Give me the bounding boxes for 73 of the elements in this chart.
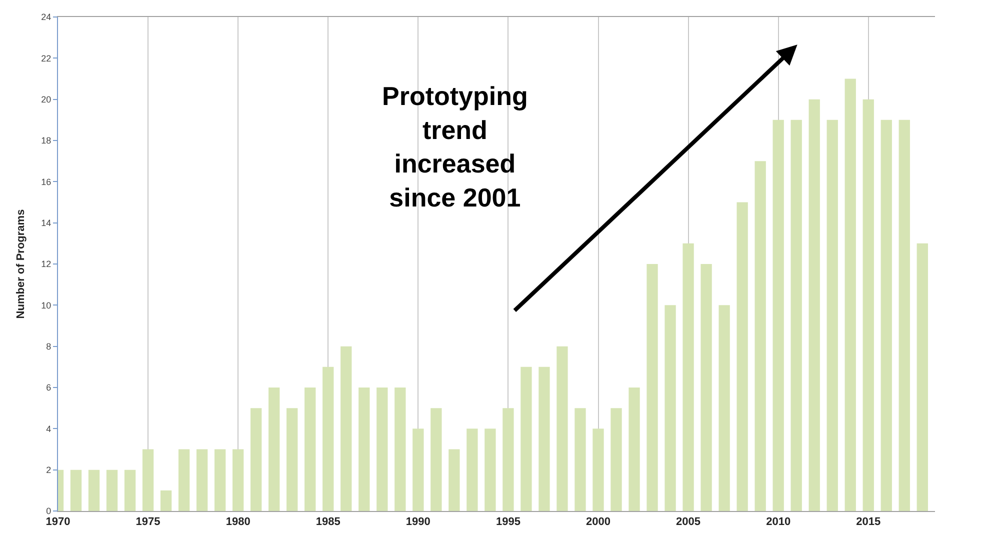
bar — [592, 428, 604, 511]
bar — [88, 470, 100, 511]
y-tick-label: 12 — [41, 259, 52, 270]
bar — [556, 346, 568, 511]
bar — [700, 264, 712, 511]
bar — [322, 366, 334, 511]
bar — [466, 428, 478, 511]
bar — [70, 470, 82, 511]
x-tick-label: 1975 — [136, 516, 160, 528]
y-tick-label: 6 — [46, 382, 52, 393]
bar — [448, 449, 460, 511]
bar — [502, 408, 514, 511]
bar — [358, 388, 370, 511]
bar — [124, 470, 136, 511]
y-tick-label: 14 — [41, 218, 52, 228]
y-tick-label: 18 — [41, 136, 52, 146]
y-tick-label: 0 — [46, 506, 52, 516]
x-tick-label: 2015 — [856, 516, 881, 528]
bar — [286, 408, 298, 511]
bar — [646, 264, 658, 511]
y-tick-label: 8 — [46, 341, 52, 352]
bar — [682, 243, 694, 511]
y-axis-title: Number of Programs — [14, 209, 27, 319]
bar — [268, 388, 280, 511]
y-tick-label: 10 — [41, 300, 52, 310]
bar — [376, 388, 388, 511]
bar — [916, 243, 928, 511]
bar — [538, 366, 550, 511]
bar — [214, 449, 226, 511]
bar — [790, 120, 802, 511]
bar — [862, 99, 874, 511]
x-tick-label: 1970 — [46, 516, 70, 528]
x-tick-label: 2000 — [586, 516, 610, 528]
bar — [340, 346, 352, 511]
bar — [574, 408, 586, 511]
bar — [412, 428, 424, 511]
y-tick-label: 22 — [41, 53, 52, 64]
bar — [610, 408, 622, 511]
bar — [664, 305, 676, 511]
bar — [430, 408, 442, 511]
bar — [898, 120, 910, 511]
bar — [844, 78, 856, 511]
x-tick-label: 1990 — [406, 516, 430, 528]
x-tick-label: 1995 — [496, 516, 520, 528]
y-tick-label: 24 — [41, 12, 52, 22]
y-tick-label: 16 — [41, 176, 52, 187]
x-tick-label: 2005 — [676, 516, 701, 528]
bar — [628, 388, 640, 511]
bar — [736, 202, 748, 511]
bar — [754, 161, 766, 511]
bar — [106, 470, 118, 511]
bar — [520, 366, 532, 511]
bar — [142, 449, 154, 511]
annotation: Prototyping trend increased since 2001 — [382, 81, 528, 212]
bar — [826, 120, 838, 511]
bar — [196, 449, 208, 511]
bar — [772, 120, 784, 511]
bar — [394, 388, 406, 511]
bar — [880, 120, 892, 511]
x-tick-label: 1980 — [226, 516, 250, 528]
bar — [232, 449, 244, 511]
x-tick-label: 2010 — [766, 516, 791, 528]
bar — [160, 490, 172, 511]
x-tick-label: 1985 — [316, 516, 340, 528]
bar — [304, 388, 316, 511]
bar — [178, 449, 190, 511]
y-tick-label: 20 — [41, 94, 52, 104]
y-tick-label: 4 — [46, 424, 52, 434]
y-tick-label: 2 — [46, 464, 52, 475]
bar — [484, 428, 496, 511]
bar — [718, 305, 730, 511]
bar — [250, 408, 262, 511]
bar — [808, 99, 820, 511]
